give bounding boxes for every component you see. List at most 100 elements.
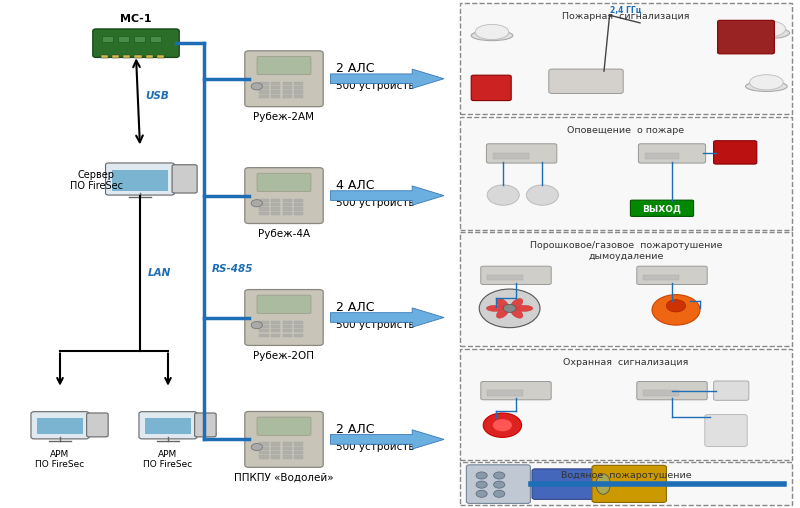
- Bar: [294, 199, 303, 202]
- Bar: [146, 418, 190, 434]
- Circle shape: [476, 490, 487, 497]
- Text: 4 АЛС: 4 АЛС: [336, 179, 374, 192]
- Bar: [271, 212, 280, 215]
- FancyBboxPatch shape: [532, 469, 626, 499]
- Bar: [259, 442, 269, 446]
- Bar: [282, 90, 292, 94]
- Bar: [134, 36, 145, 42]
- FancyBboxPatch shape: [245, 168, 323, 224]
- Ellipse shape: [750, 21, 786, 37]
- Text: АРМ
ПО FireSec: АРМ ПО FireSec: [35, 450, 85, 469]
- Bar: [282, 207, 292, 211]
- Bar: [294, 86, 303, 89]
- FancyBboxPatch shape: [481, 266, 551, 284]
- Text: МС-1: МС-1: [120, 14, 152, 24]
- Bar: [271, 203, 280, 206]
- Bar: [493, 153, 529, 159]
- Polygon shape: [330, 308, 444, 327]
- FancyBboxPatch shape: [466, 465, 530, 503]
- Bar: [259, 199, 269, 202]
- Bar: [259, 455, 269, 459]
- Bar: [294, 334, 303, 337]
- Bar: [259, 203, 269, 206]
- Bar: [282, 203, 292, 206]
- FancyBboxPatch shape: [257, 295, 311, 313]
- Ellipse shape: [750, 75, 783, 90]
- Text: 2 АЛС: 2 АЛС: [336, 423, 374, 436]
- Text: Охранная  сигнализация: Охранная сигнализация: [563, 358, 689, 367]
- Ellipse shape: [746, 27, 790, 39]
- FancyBboxPatch shape: [31, 411, 89, 439]
- Bar: [282, 212, 292, 215]
- Text: 500 устройств: 500 устройств: [336, 198, 414, 208]
- Circle shape: [494, 472, 505, 479]
- Circle shape: [479, 289, 540, 328]
- Bar: [38, 418, 82, 434]
- Ellipse shape: [746, 81, 787, 91]
- Circle shape: [251, 322, 262, 329]
- Polygon shape: [330, 186, 444, 205]
- Bar: [487, 390, 523, 396]
- Bar: [271, 325, 280, 328]
- Text: Водяное  пожаротушение: Водяное пожаротушение: [561, 471, 691, 481]
- Circle shape: [251, 200, 262, 207]
- Circle shape: [476, 481, 487, 488]
- Text: LAN: LAN: [148, 268, 171, 278]
- Polygon shape: [330, 430, 444, 449]
- Text: USB: USB: [146, 91, 170, 101]
- Bar: [146, 55, 153, 58]
- Bar: [271, 455, 280, 459]
- Bar: [294, 95, 303, 98]
- Ellipse shape: [526, 185, 558, 205]
- Bar: [294, 321, 303, 324]
- Bar: [643, 275, 679, 280]
- FancyBboxPatch shape: [257, 56, 311, 75]
- Bar: [294, 203, 303, 206]
- FancyBboxPatch shape: [245, 290, 323, 345]
- Bar: [271, 447, 280, 450]
- Text: 500 устройств: 500 устройств: [336, 442, 414, 452]
- FancyBboxPatch shape: [714, 141, 757, 164]
- Bar: [259, 325, 269, 328]
- Circle shape: [652, 295, 700, 325]
- Bar: [294, 442, 303, 446]
- FancyBboxPatch shape: [257, 173, 311, 192]
- Text: 2,4 ГГц: 2,4 ГГц: [610, 6, 642, 15]
- FancyBboxPatch shape: [460, 349, 792, 460]
- FancyBboxPatch shape: [245, 411, 323, 467]
- Bar: [294, 447, 303, 450]
- Bar: [294, 455, 303, 459]
- Bar: [294, 90, 303, 94]
- Bar: [271, 451, 280, 454]
- Bar: [294, 329, 303, 333]
- Bar: [282, 199, 292, 202]
- Bar: [259, 329, 269, 333]
- FancyBboxPatch shape: [460, 232, 792, 346]
- Bar: [259, 82, 269, 85]
- Bar: [271, 82, 280, 85]
- FancyBboxPatch shape: [718, 20, 774, 54]
- Bar: [259, 86, 269, 89]
- Bar: [150, 36, 161, 42]
- Ellipse shape: [515, 305, 533, 311]
- FancyBboxPatch shape: [714, 381, 749, 400]
- Polygon shape: [330, 69, 444, 88]
- Circle shape: [493, 419, 512, 431]
- Circle shape: [666, 300, 686, 312]
- Text: Оповещение  о пожаре: Оповещение о пожаре: [567, 126, 685, 135]
- FancyBboxPatch shape: [705, 415, 747, 447]
- FancyBboxPatch shape: [549, 69, 623, 93]
- Bar: [112, 170, 168, 190]
- Circle shape: [476, 472, 487, 479]
- Bar: [123, 55, 130, 58]
- Text: Рубеж-2ОП: Рубеж-2ОП: [254, 351, 314, 361]
- FancyBboxPatch shape: [245, 51, 323, 107]
- Bar: [271, 442, 280, 446]
- Text: ВЫХОД: ВЫХОД: [642, 204, 681, 213]
- FancyBboxPatch shape: [637, 382, 707, 400]
- Bar: [294, 82, 303, 85]
- Bar: [259, 95, 269, 98]
- Text: 2 АЛС: 2 АЛС: [336, 301, 374, 314]
- Circle shape: [494, 481, 505, 488]
- FancyBboxPatch shape: [637, 266, 707, 284]
